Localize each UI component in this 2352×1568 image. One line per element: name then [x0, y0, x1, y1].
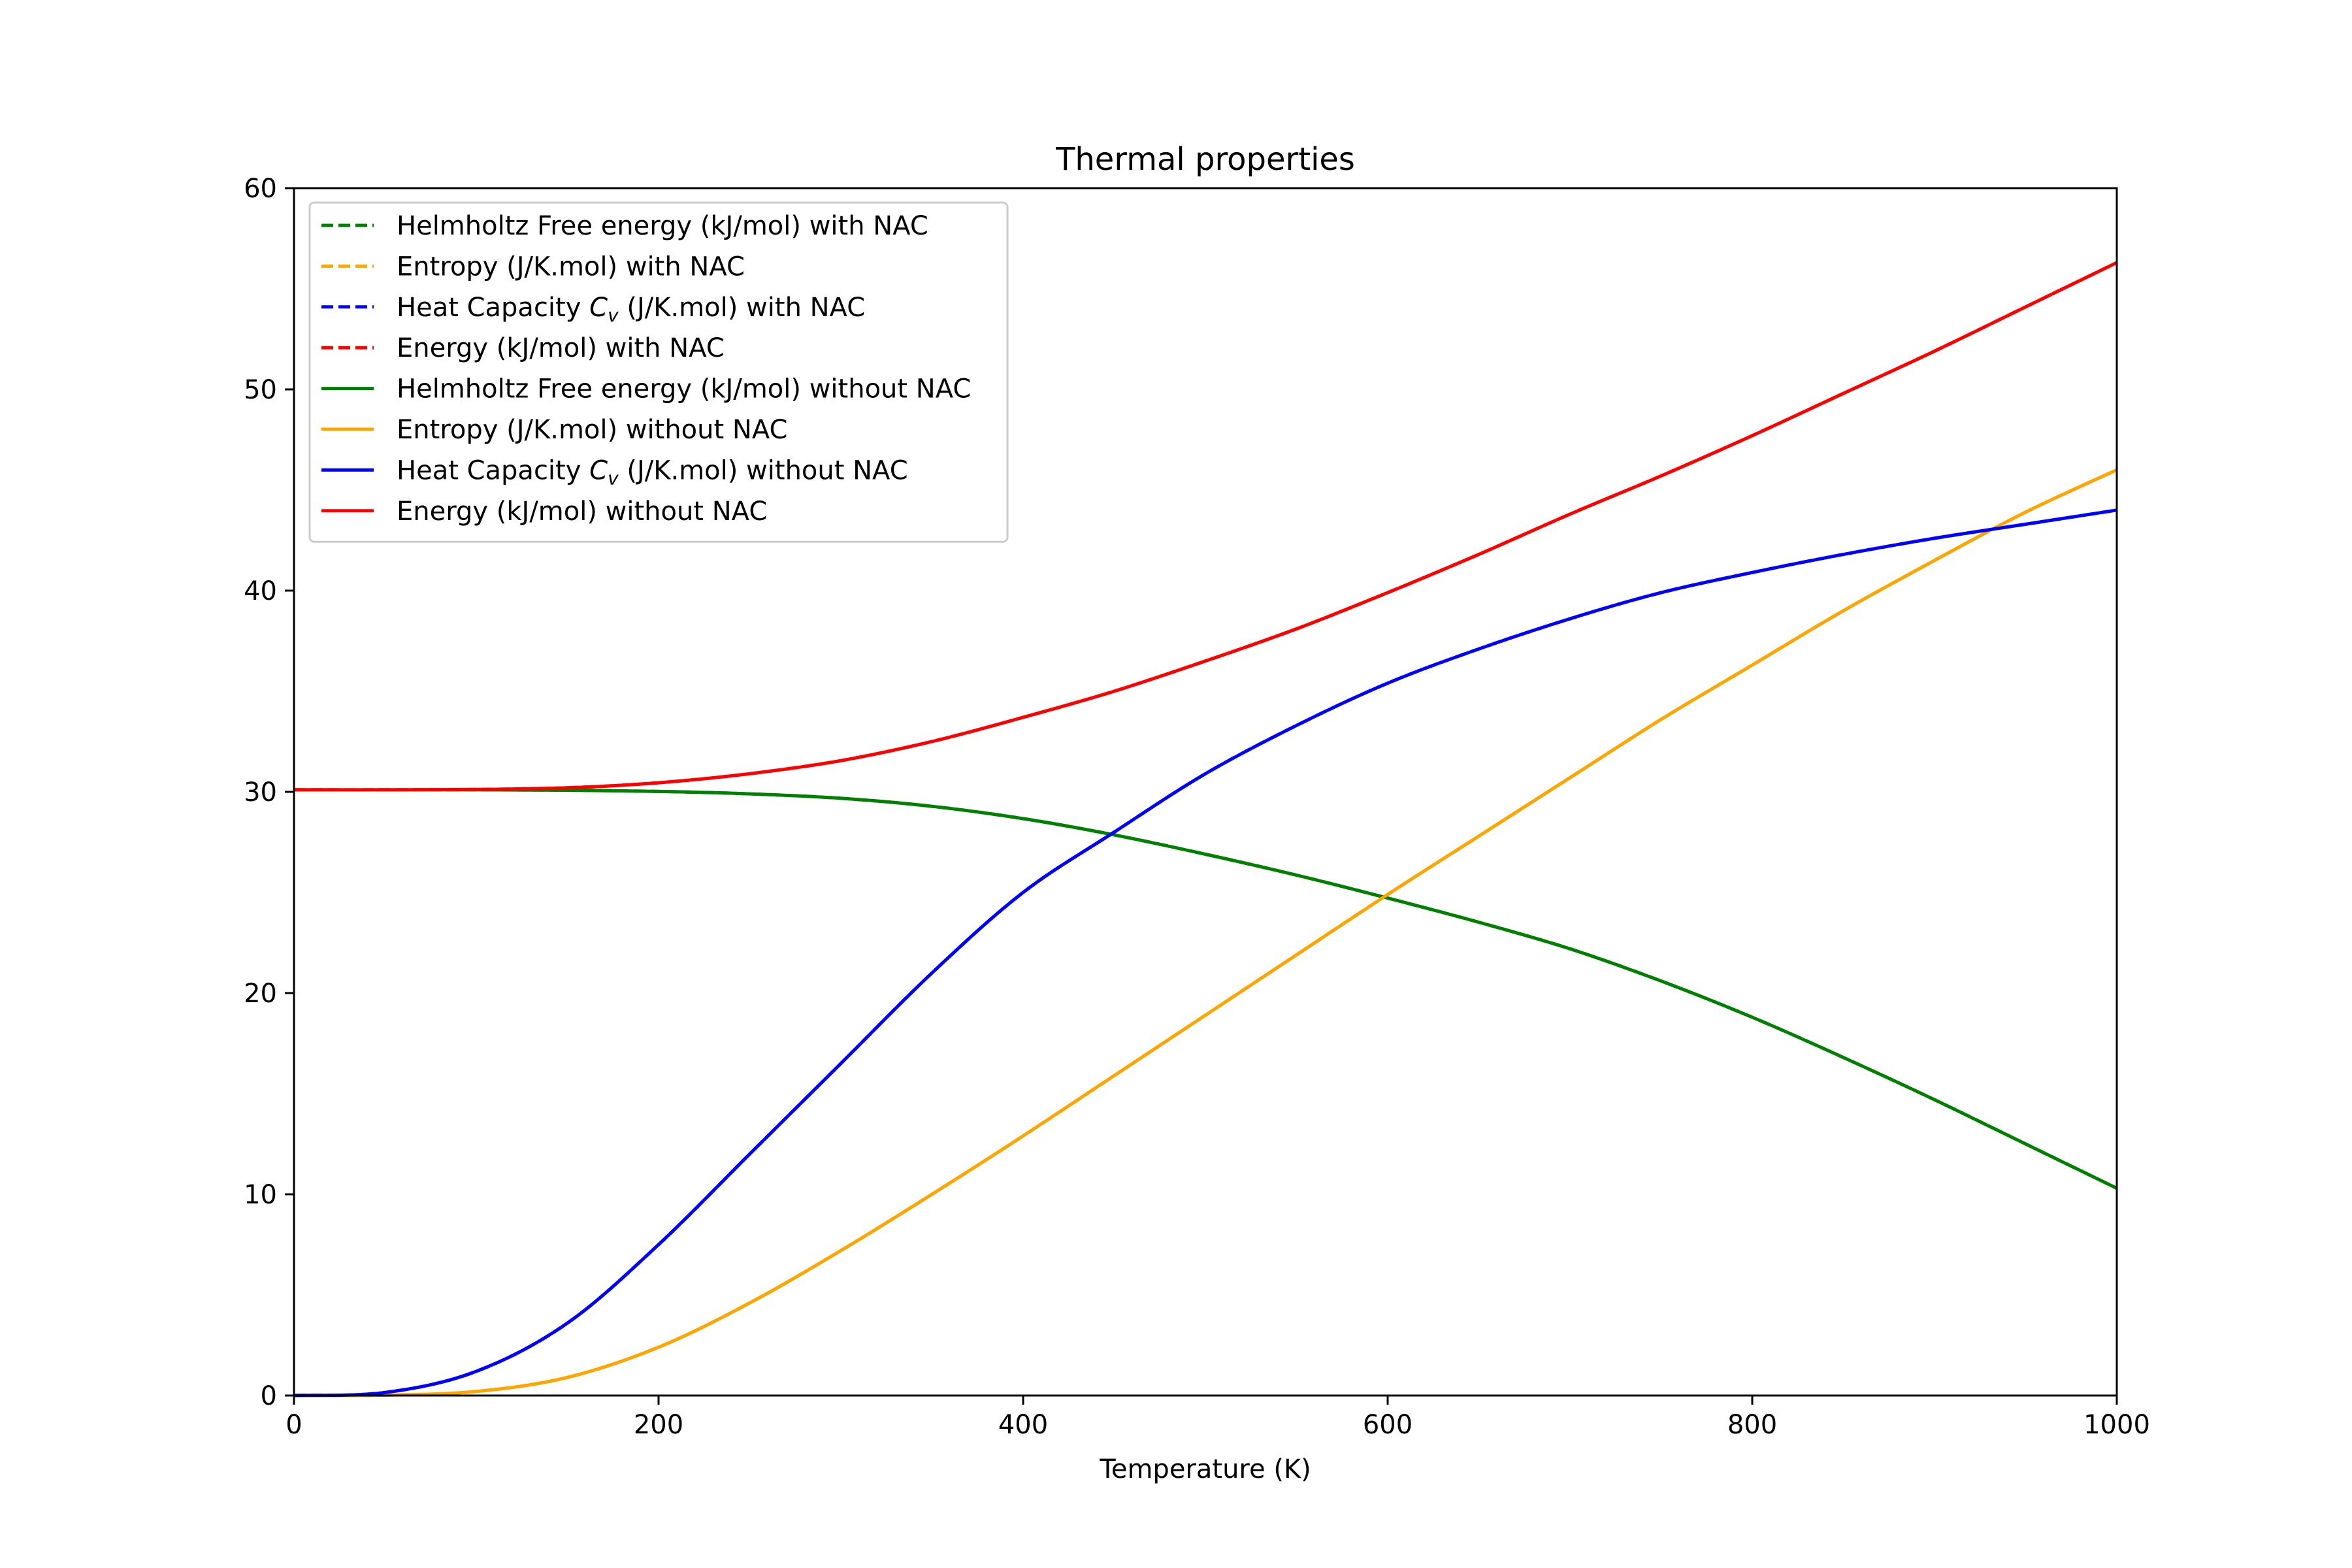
legend-label-4: Energy (kJ/mol) with NAC — [397, 333, 725, 363]
series-line-5 — [293, 788, 2118, 1190]
legend-label-7: Heat Capacity Cv (J/K.mol) without NAC — [397, 455, 908, 489]
y-tick-label: 20 — [244, 979, 277, 1009]
legend-label-5: Helmholtz Free energy (kJ/mol) without N… — [397, 374, 971, 404]
legend-label-1: Helmholtz Free energy (kJ/mol) with NAC — [397, 211, 928, 241]
series-line-8 — [293, 261, 2118, 792]
legend-label-3: Heat Capacity Cv (J/K.mol) with NAC — [397, 293, 865, 326]
y-axis: 0 10 20 30 40 50 60 — [244, 174, 294, 1411]
x-tick-label: 1000 — [2083, 1410, 2150, 1440]
chart-title: Thermal properties — [1055, 141, 1355, 178]
legend-frame — [308, 201, 1009, 543]
x-tick-label: 400 — [998, 1410, 1048, 1440]
legend-label-2: Entropy (J/K.mol) with NAC — [397, 252, 745, 282]
y-tick-label: 40 — [244, 576, 277, 606]
x-axis-label: Temperature (K) — [1099, 1454, 1311, 1484]
x-tick-label: 200 — [634, 1410, 683, 1440]
x-tick-label: 0 — [286, 1410, 302, 1440]
legend-label-6: Entropy (J/K.mol) without NAC — [397, 415, 787, 445]
series-layer — [293, 261, 2118, 1397]
series-line-7 — [293, 508, 2117, 1397]
y-tick-label: 60 — [244, 174, 277, 204]
series-line-6 — [293, 468, 2118, 1397]
y-tick-label: 0 — [261, 1381, 277, 1411]
y-tick-label: 10 — [244, 1180, 277, 1210]
x-axis: 0 200 400 600 800 1000 — [286, 1396, 2150, 1440]
x-tick-label: 600 — [1363, 1410, 1413, 1440]
legend: Helmholtz Free energy (kJ/mol) with NAC E… — [308, 201, 1009, 543]
x-tick-label: 800 — [1727, 1410, 1777, 1440]
y-tick-label: 50 — [244, 375, 277, 405]
legend-label-8: Energy (kJ/mol) without NAC — [397, 497, 767, 527]
y-tick-label: 30 — [244, 777, 277, 808]
